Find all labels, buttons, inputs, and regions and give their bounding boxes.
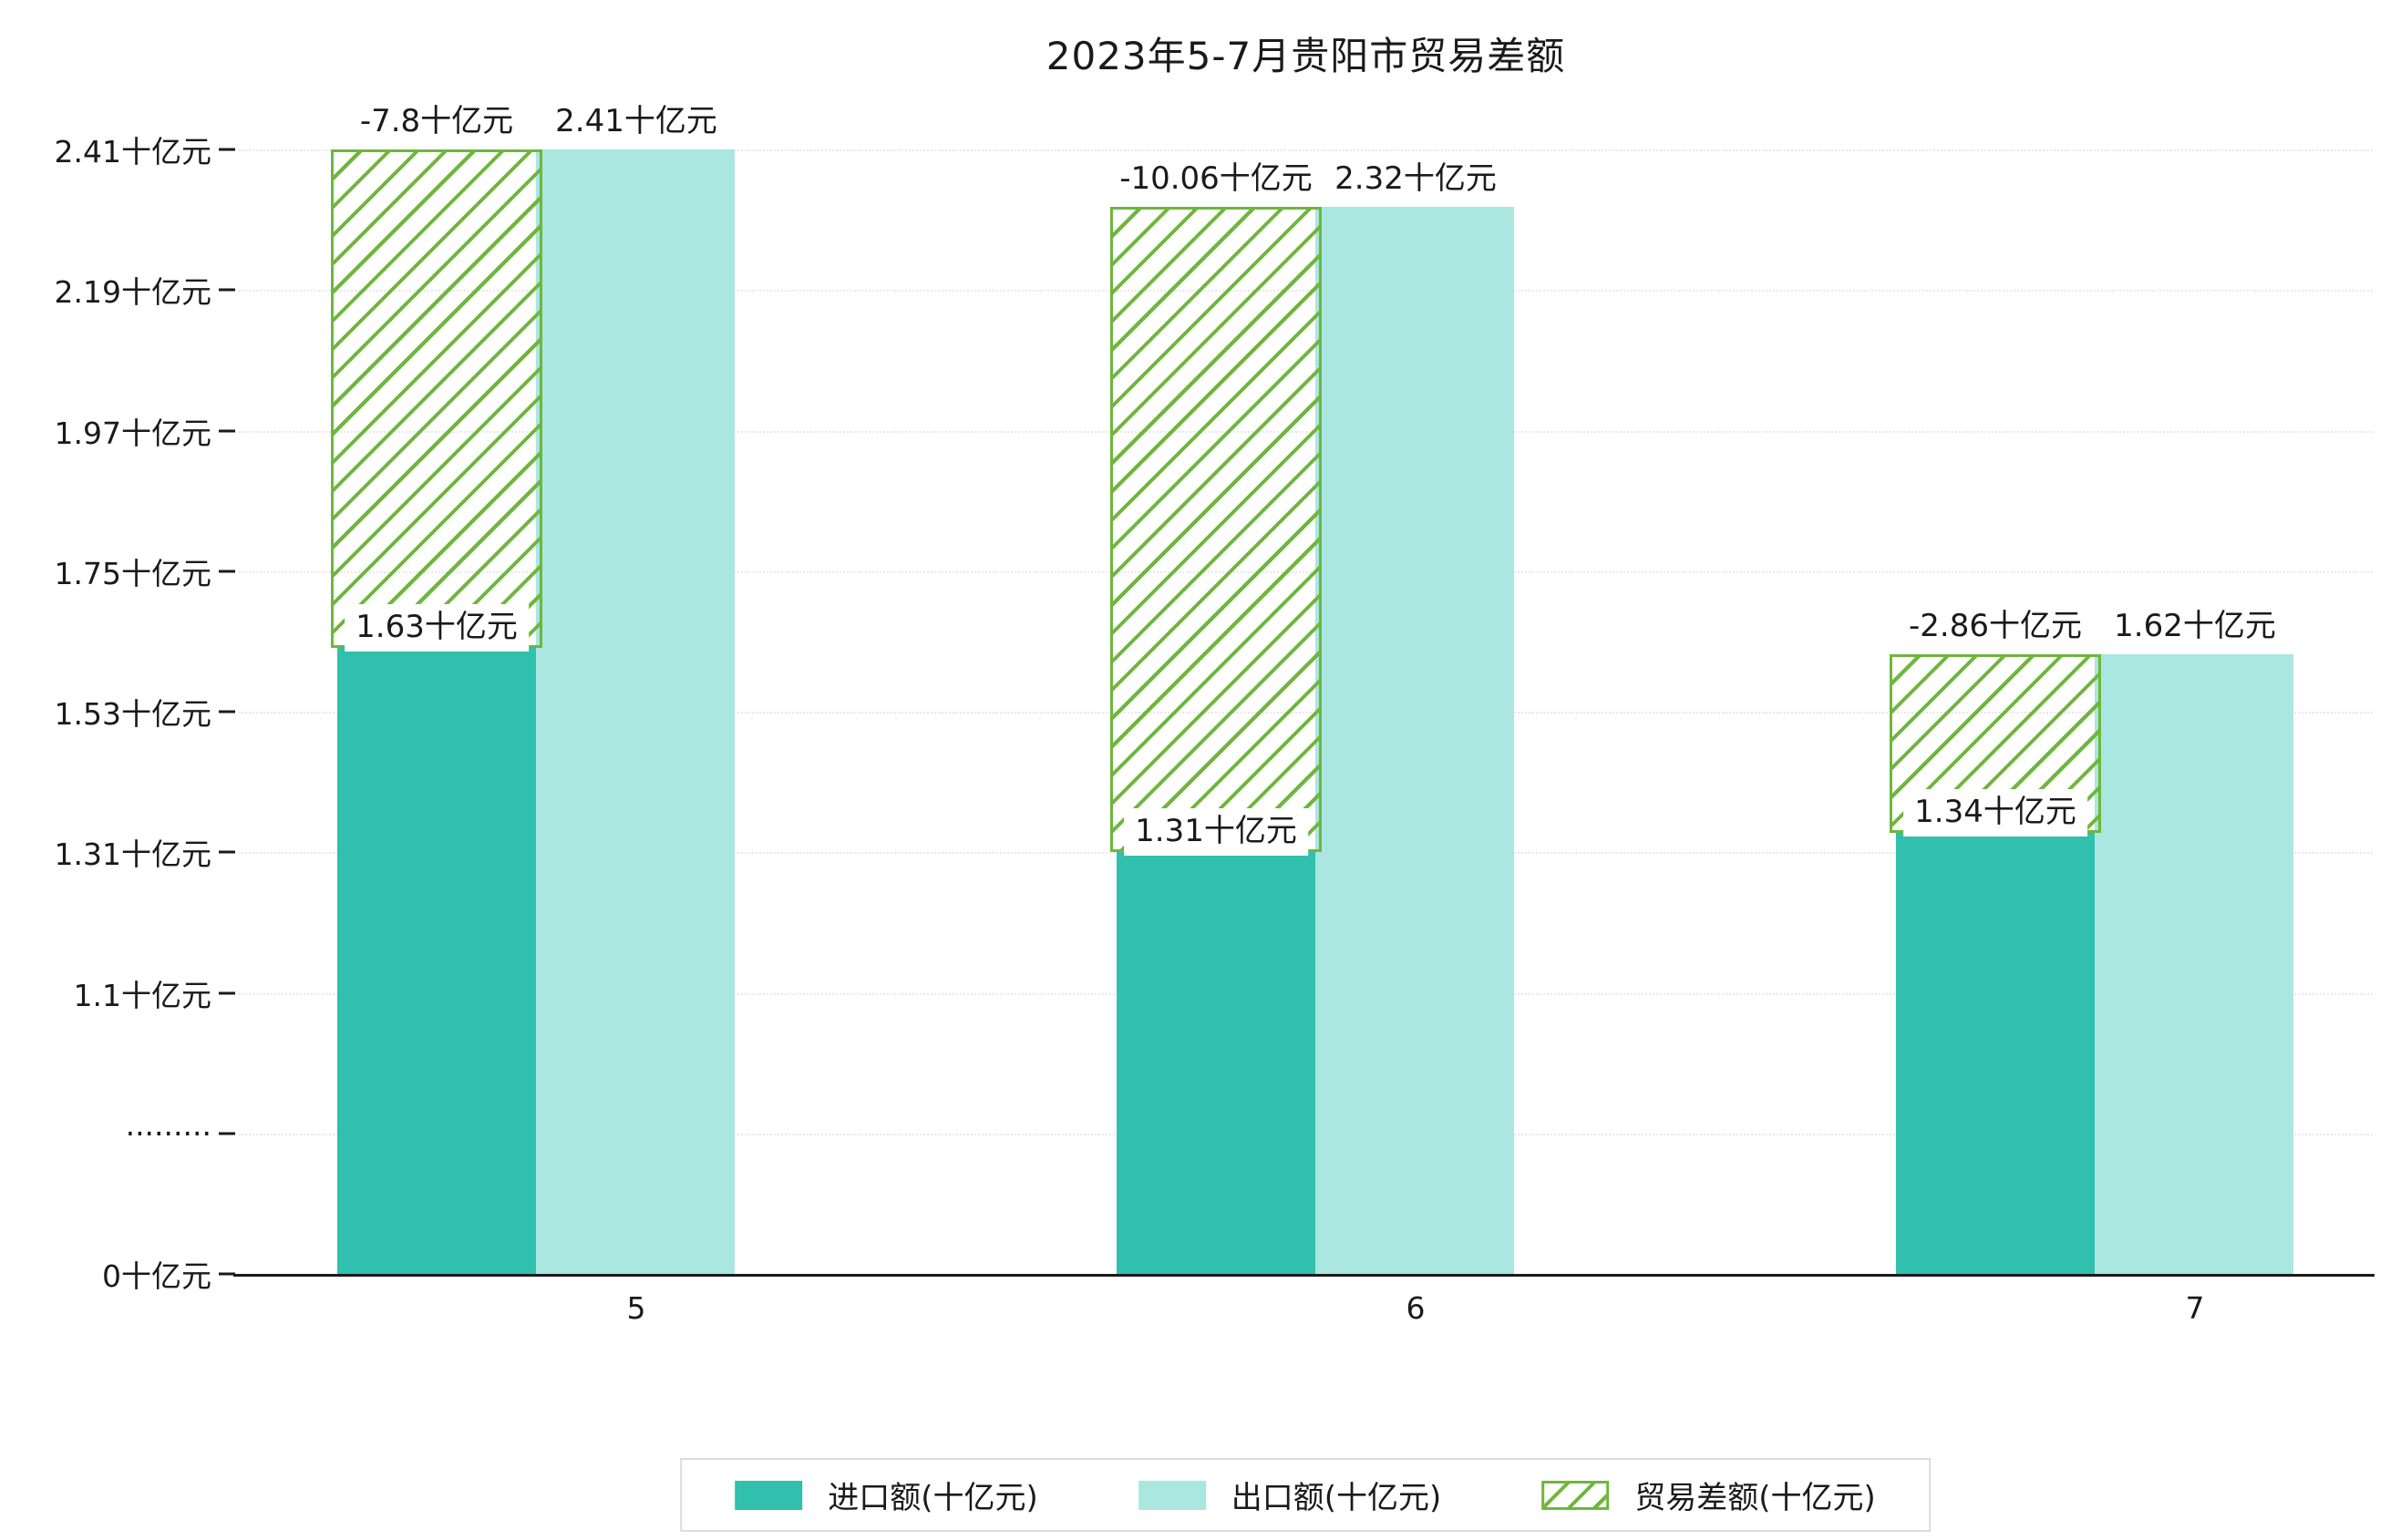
y-tick-label: 2.19十亿元 xyxy=(54,274,211,311)
grid-line-y xyxy=(239,149,2373,151)
import-swatch-icon xyxy=(735,1480,803,1510)
legend-label-import: 进口额(十亿元) xyxy=(828,1480,1038,1516)
export-value-label: 1.62十亿元 xyxy=(2103,602,2287,651)
import-bar xyxy=(337,647,536,1274)
balance-value-label: -2.86十亿元 xyxy=(1898,602,2093,651)
export-bar xyxy=(1315,207,1514,1274)
y-tick-mark xyxy=(219,429,235,432)
y-tick-label: 1.53十亿元 xyxy=(54,696,211,732)
y-tick-mark xyxy=(219,710,235,714)
y-tick-mark xyxy=(219,148,235,151)
legend-item-import: 进口额(十亿元) xyxy=(735,1473,1038,1517)
legend: 进口额(十亿元) 出口额(十亿元) 贸易差额(十亿元) xyxy=(680,1458,1931,1532)
x-tick-label: 5 xyxy=(626,1290,646,1326)
balance-bar xyxy=(331,149,542,648)
y-tick-mark xyxy=(219,991,235,994)
balance-value-label: -7.8十亿元 xyxy=(348,98,525,146)
balance-bar xyxy=(1110,207,1322,853)
import-value-label: 1.34十亿元 xyxy=(1903,789,2087,837)
legend-item-export: 出口额(十亿元) xyxy=(1138,1473,1442,1517)
import-bar xyxy=(1117,852,1315,1274)
y-tick-label: 0十亿元 xyxy=(102,1258,211,1294)
balance-value-label: -10.06十亿元 xyxy=(1108,156,1324,203)
y-tick-mark xyxy=(219,1272,235,1276)
legend-item-balance: 贸易差额(十亿元) xyxy=(1541,1473,1876,1517)
y-tick-mark xyxy=(219,570,235,573)
export-swatch-icon xyxy=(1138,1480,1206,1510)
y-tick-label: 1.31十亿元 xyxy=(54,837,211,873)
y-tick-label: 1.97十亿元 xyxy=(54,415,211,451)
chart-title: 2023年5-7月贵阳市贸易差额 xyxy=(1046,34,1566,78)
y-tick-mark xyxy=(219,850,235,854)
y-tick-label: 1.75十亿元 xyxy=(54,555,211,591)
x-axis-line xyxy=(233,1274,2375,1277)
y-tick-mark xyxy=(219,1132,235,1135)
y-tick-label: 1.1十亿元 xyxy=(73,977,211,1013)
import-bar xyxy=(1896,833,2095,1274)
balance-hatch-swatch-icon xyxy=(1541,1480,1610,1510)
y-tick-mark xyxy=(219,288,235,292)
export-bar xyxy=(536,149,735,1274)
export-value-label: 2.32十亿元 xyxy=(1324,156,1508,203)
y-tick-label: 2.41十亿元 xyxy=(54,134,211,169)
export-bar xyxy=(2095,653,2293,1274)
import-value-label: 1.63十亿元 xyxy=(345,603,529,652)
legend-label-balance: 贸易差额(十亿元) xyxy=(1634,1480,1876,1516)
y-tick-label: ········· xyxy=(125,1115,211,1152)
legend-label-export: 出口额(十亿元) xyxy=(1231,1480,1442,1516)
x-tick-label: 6 xyxy=(1406,1290,1426,1326)
x-tick-label: 7 xyxy=(2185,1290,2205,1326)
export-value-label: 2.41十亿元 xyxy=(544,98,728,146)
import-value-label: 1.31十亿元 xyxy=(1124,808,1308,857)
